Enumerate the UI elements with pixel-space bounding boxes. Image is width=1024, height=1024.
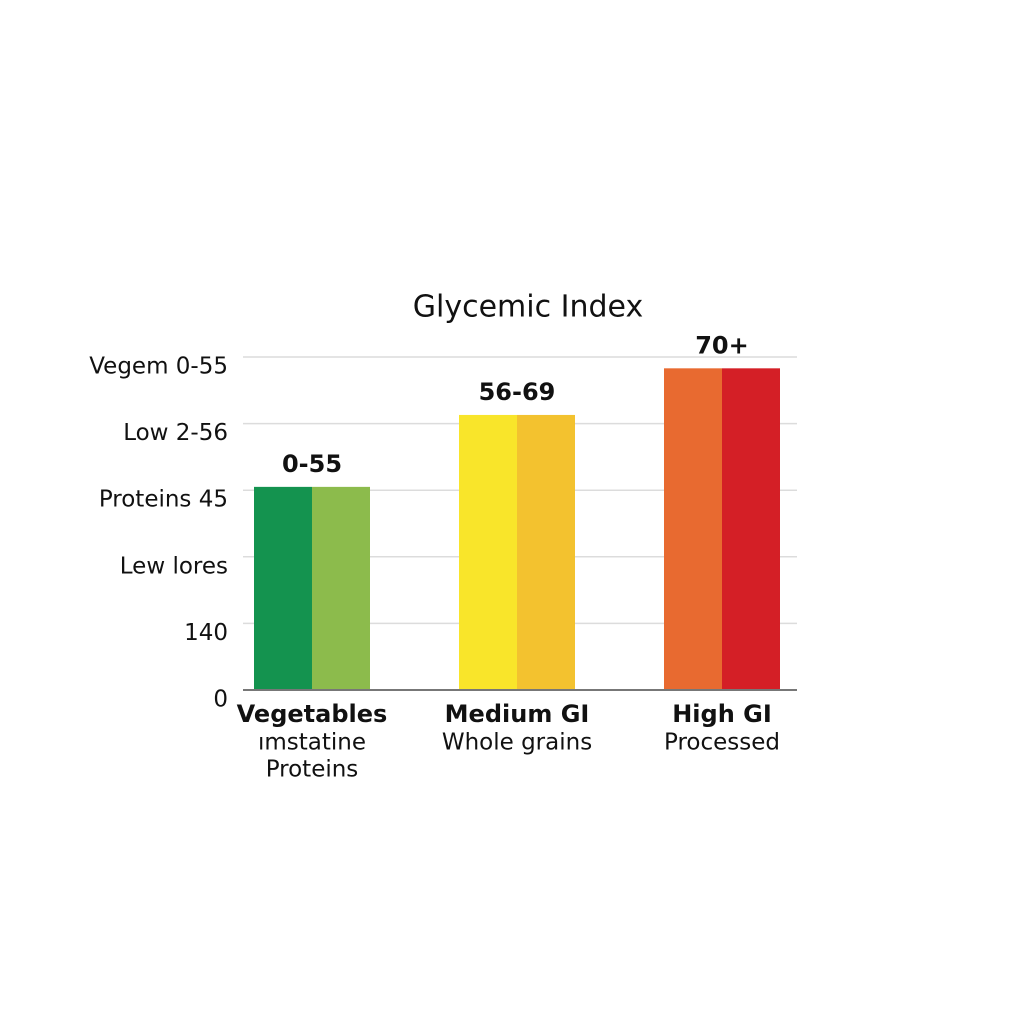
value-label: 70+ xyxy=(695,331,749,359)
x-tick-label: High GI xyxy=(672,700,772,728)
x-tick-label: Medium GI xyxy=(445,700,590,728)
value-label: 0-55 xyxy=(282,450,342,478)
category-description: ımstatine xyxy=(258,730,366,756)
x-tick-label: Vegetables xyxy=(237,700,388,728)
category-description: Proteins xyxy=(266,757,359,783)
bar xyxy=(254,486,312,690)
bar xyxy=(312,486,370,690)
y-tick-label: Lew lores xyxy=(120,553,228,579)
y-tick-label: Vegem 0-55 xyxy=(89,354,228,380)
category-description: Whole grains xyxy=(442,730,592,756)
category-description: Processed xyxy=(664,730,780,756)
y-tick-label: 140 xyxy=(184,620,228,646)
bar xyxy=(459,414,517,690)
bar xyxy=(517,414,575,690)
value-label: 56-69 xyxy=(479,378,556,406)
y-tick-label: Proteins 45 xyxy=(99,487,228,513)
y-tick-label: Low 2-56 xyxy=(123,420,228,446)
y-tick-label: 0 xyxy=(213,687,228,713)
bar xyxy=(664,368,722,690)
bar xyxy=(722,368,780,690)
chart-title: Glycemic Index xyxy=(413,290,643,325)
